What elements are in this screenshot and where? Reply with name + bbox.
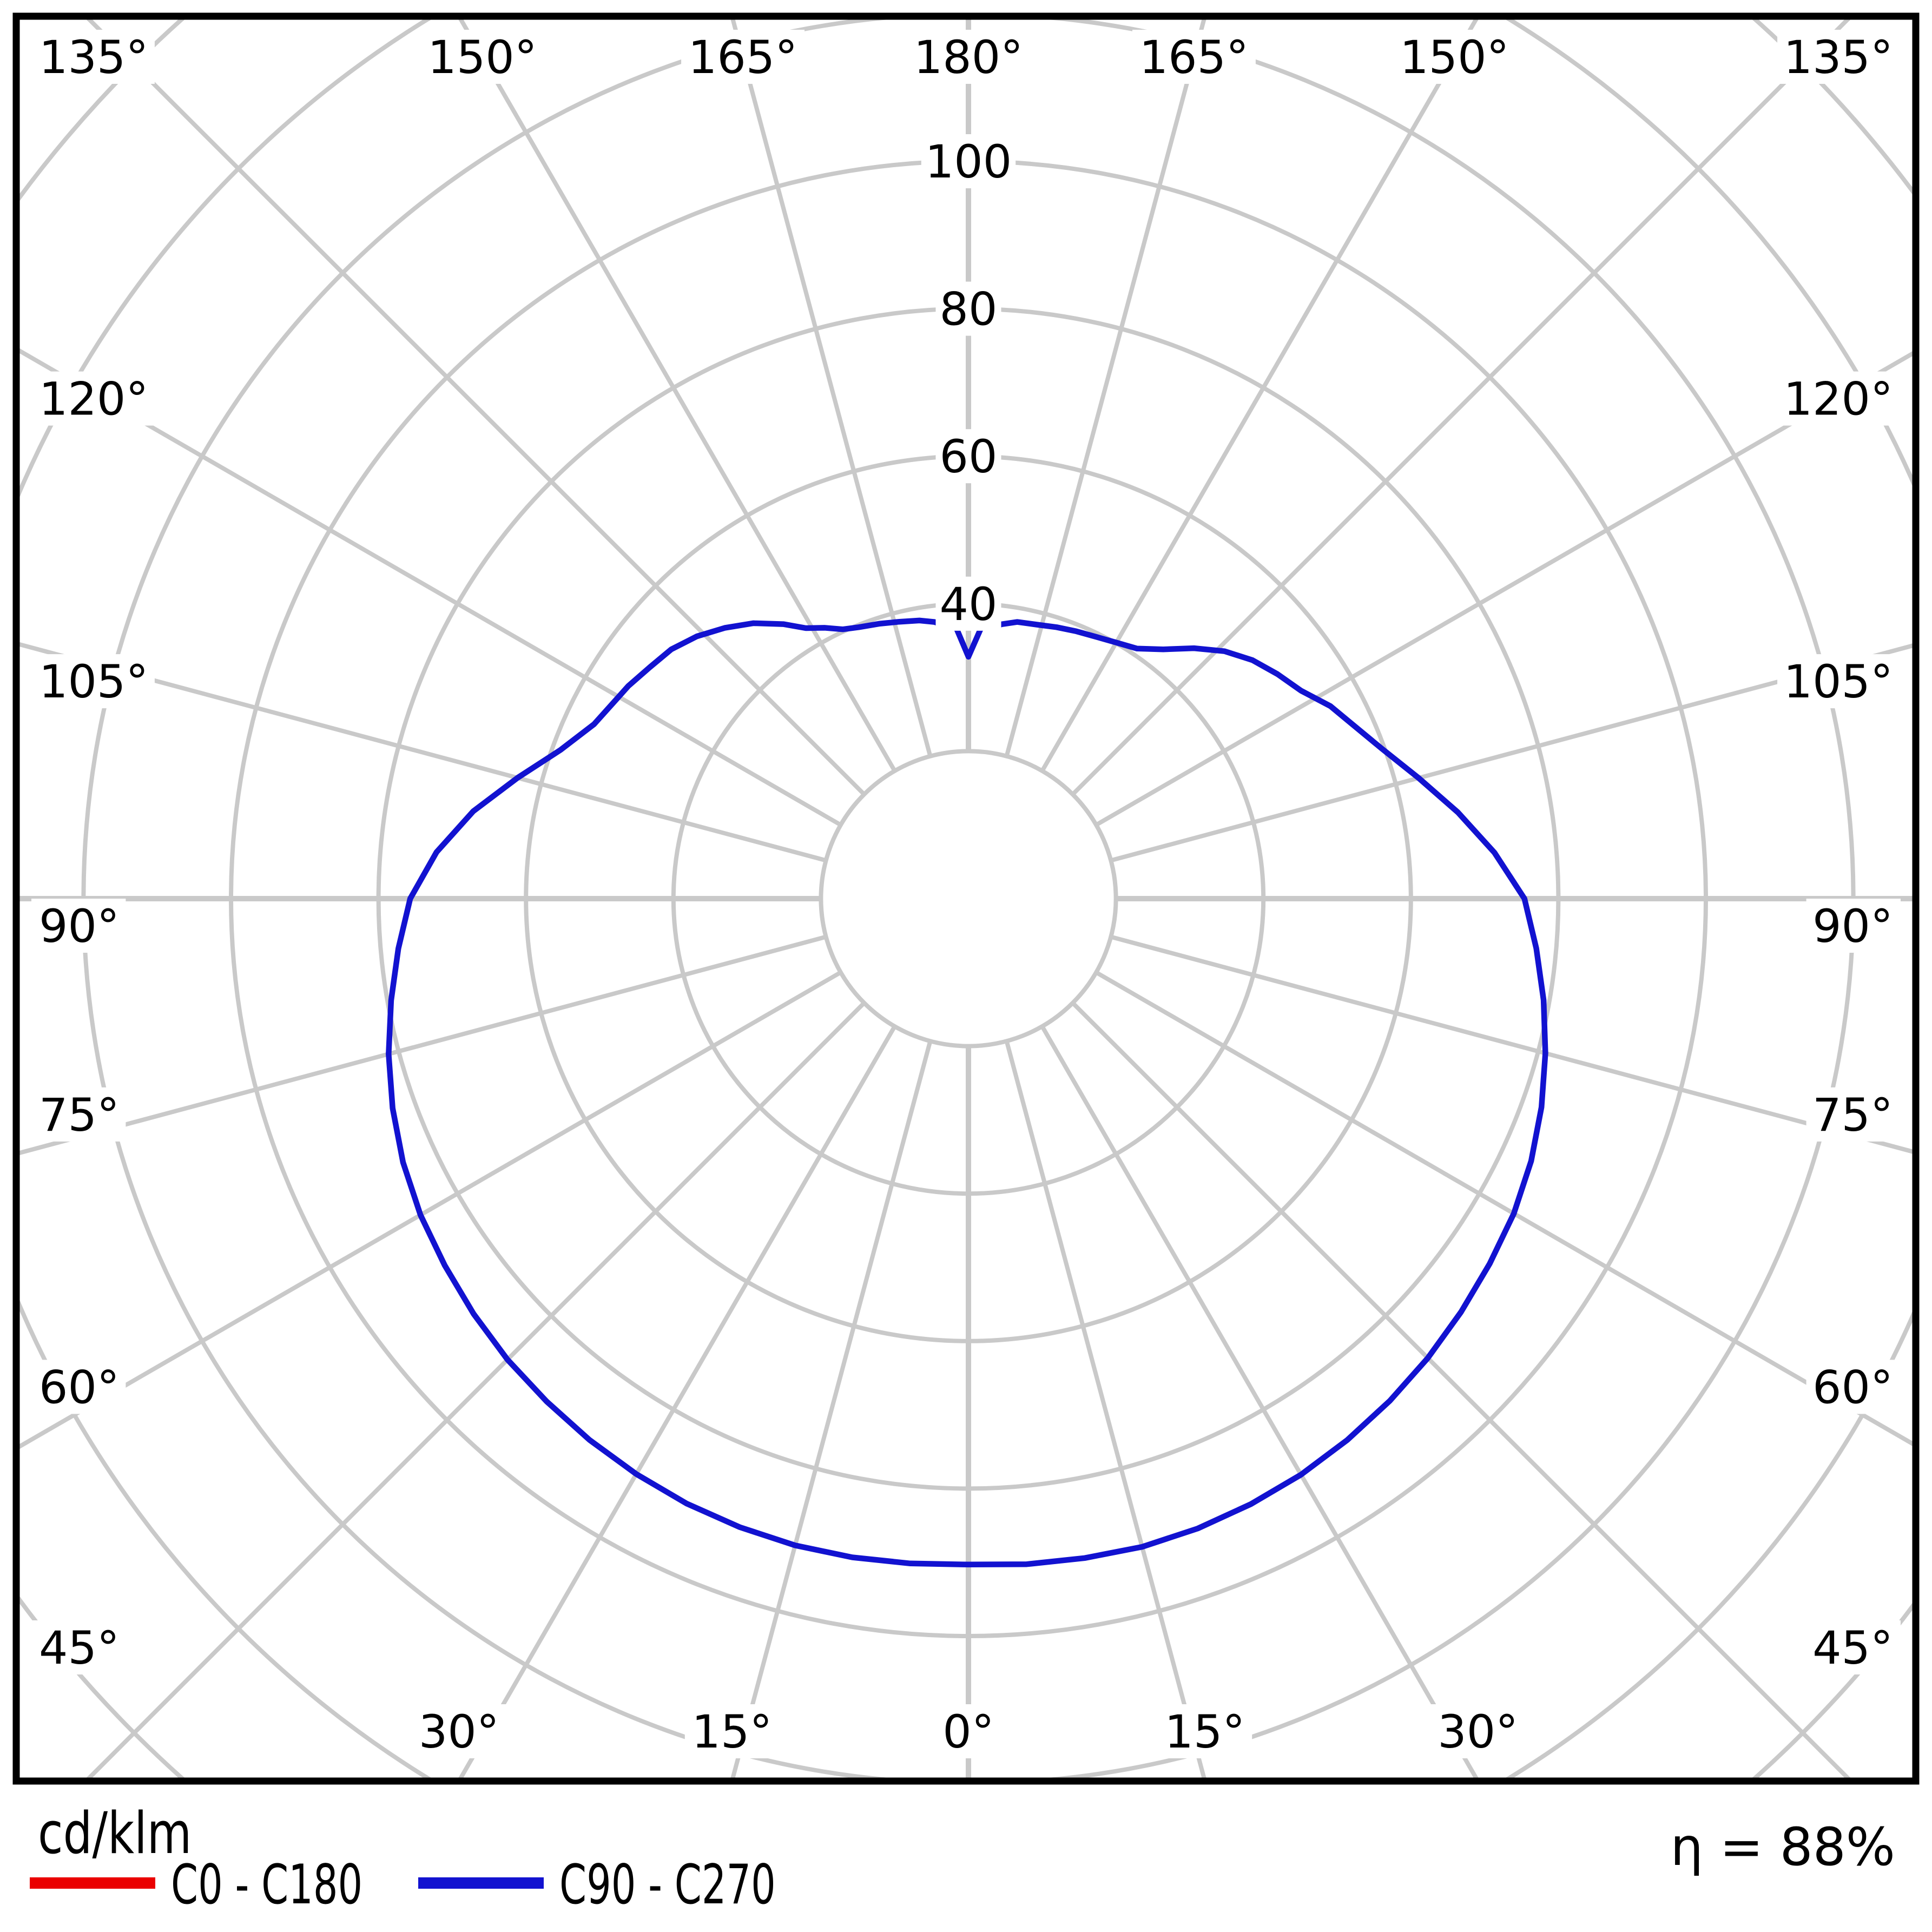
- ring-label: 40: [940, 578, 998, 631]
- polar-spoke: [458, 1025, 897, 1778]
- legend-swatch-c0-c180: [30, 1877, 155, 1889]
- angle-label-bg: [31, 899, 126, 953]
- polar-spoke: [1040, 1025, 1479, 1778]
- angle-label: 90°: [39, 900, 120, 953]
- angle-label: 135°: [39, 31, 148, 84]
- angle-label-bg: [1806, 1087, 1901, 1142]
- polar-spoke: [19, 642, 827, 863]
- angle-label: 0°: [942, 1705, 994, 1758]
- angle-label: 15°: [1165, 1705, 1245, 1758]
- polar-spoke: [1004, 19, 1206, 757]
- chart-frame: [12, 12, 1920, 1785]
- angle-label-bg: [1430, 1704, 1525, 1758]
- angle-label-bg: [684, 1704, 780, 1758]
- polar-spoke: [1040, 19, 1479, 772]
- angle-label-bg: [1393, 30, 1516, 84]
- angle-label: 45°: [1812, 1621, 1893, 1674]
- angle-label: 30°: [419, 1705, 499, 1758]
- angle-label-bg: [31, 1620, 126, 1674]
- angle-label: 75°: [39, 1089, 120, 1142]
- angle-label-bg: [681, 30, 805, 84]
- unit-label: cd/klm: [38, 1800, 192, 1867]
- angle-label-bg: [1777, 654, 1901, 709]
- efficiency-label: η = 88%: [1670, 1817, 1895, 1877]
- polar-spoke: [730, 19, 933, 757]
- angle-label: 120°: [1784, 373, 1893, 426]
- polar-spoke: [86, 19, 866, 796]
- angle-label-bg: [1806, 1620, 1901, 1674]
- polar-spoke: [19, 934, 827, 1155]
- polar-spoke: [1095, 970, 1913, 1446]
- angle-label: 165°: [688, 31, 797, 84]
- angle-label: 150°: [1400, 31, 1509, 84]
- angle-label-bg: [31, 1360, 126, 1414]
- ring-label-bg: [935, 281, 1001, 336]
- angle-label: 180°: [914, 31, 1023, 84]
- angle-label: 60°: [39, 1361, 120, 1414]
- ring-label-bg: [935, 576, 1001, 631]
- polar-spoke: [1095, 351, 1913, 827]
- polar-spoke: [458, 19, 897, 772]
- ring-label: 60: [940, 430, 998, 483]
- angle-label: 165°: [1139, 31, 1249, 84]
- angle-label: 60°: [1812, 1361, 1893, 1414]
- angle-label-bg: [1806, 899, 1901, 953]
- angle-label-bg: [31, 371, 155, 426]
- polar-ring: [819, 749, 1118, 1049]
- angle-label: 75°: [1812, 1089, 1893, 1142]
- angle-label-bg: [907, 30, 1030, 84]
- angle-label-bg: [1132, 30, 1256, 84]
- legend-label-c90-c270: C90 - C270: [559, 1852, 776, 1916]
- polar-spoke: [19, 348, 842, 827]
- polar-spoke: [1110, 934, 1913, 1154]
- angle-label-bg: [1777, 371, 1901, 426]
- angle-label: 105°: [1784, 655, 1893, 708]
- angle-label-bg: [31, 1087, 126, 1142]
- ring-label: 80: [940, 283, 998, 336]
- ring-label-bg: [921, 134, 1016, 188]
- intensity-curve-c90-c270: [386, 617, 1548, 1568]
- angle-label-bg: [1806, 1360, 1901, 1414]
- polar-spoke: [1004, 1040, 1206, 1778]
- angle-label-bg: [31, 654, 155, 709]
- polar-spoke: [730, 1040, 933, 1778]
- angle-label-bg: [1777, 30, 1901, 84]
- angle-label: 105°: [39, 655, 148, 708]
- angle-label: 120°: [39, 373, 148, 426]
- legend-label-c0-c180: C0 - C180: [171, 1852, 363, 1916]
- angle-label-bg: [31, 30, 155, 84]
- angle-label: 90°: [1812, 900, 1893, 953]
- angle-label-bg: [1157, 1704, 1252, 1758]
- angle-label: 45°: [39, 1621, 120, 1674]
- angle-label: 150°: [427, 31, 537, 84]
- polar-spoke: [1110, 643, 1913, 863]
- angle-label-bg: [420, 30, 544, 84]
- polar-spoke: [1071, 1001, 1851, 1778]
- polar-spoke: [19, 970, 842, 1449]
- polar-spoke: [86, 1001, 866, 1778]
- chart-footer: cd/klm η = 88% C0 - C180 C90 - C270: [0, 1785, 1932, 1932]
- angle-label-bg: [412, 1704, 506, 1758]
- legend-swatch-c90-c270: [418, 1877, 544, 1889]
- ring-label-bg: [935, 429, 1001, 484]
- angle-label: 30°: [1438, 1705, 1518, 1758]
- angle-label-bg: [935, 1704, 1001, 1758]
- angle-label: 135°: [1784, 31, 1893, 84]
- angle-label: 15°: [692, 1705, 773, 1758]
- ring-label: 100: [925, 135, 1012, 188]
